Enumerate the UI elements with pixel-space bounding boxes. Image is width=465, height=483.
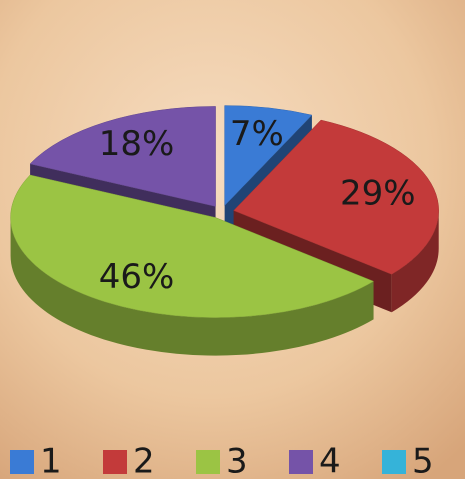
data-label: 29% bbox=[340, 173, 416, 213]
legend-swatch bbox=[382, 450, 406, 474]
legend-label: 5 bbox=[412, 442, 434, 480]
legend-swatch bbox=[289, 450, 313, 474]
legend-swatch bbox=[103, 450, 127, 474]
chart: 7% 29% 46% 18% 1 2 3 4 5 bbox=[0, 0, 465, 479]
legend-swatch bbox=[196, 450, 220, 474]
legend-label: 2 bbox=[133, 442, 155, 480]
legend-label: 4 bbox=[319, 442, 341, 480]
legend-label: 3 bbox=[226, 442, 248, 480]
data-label: 7% bbox=[230, 114, 284, 154]
data-label: 46% bbox=[99, 257, 175, 297]
legend-swatch bbox=[10, 450, 34, 474]
data-label: 18% bbox=[99, 124, 175, 164]
legend-label: 1 bbox=[40, 442, 62, 480]
